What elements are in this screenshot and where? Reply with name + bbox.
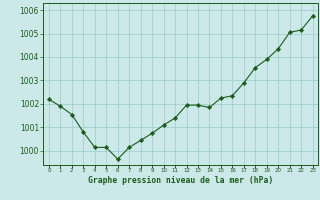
X-axis label: Graphe pression niveau de la mer (hPa): Graphe pression niveau de la mer (hPa): [88, 176, 273, 185]
